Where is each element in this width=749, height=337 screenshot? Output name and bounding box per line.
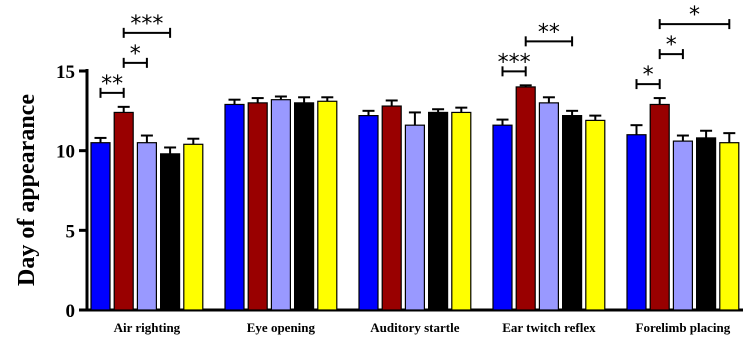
bar bbox=[90, 142, 111, 311]
category-label: Auditory startle bbox=[370, 320, 459, 335]
bar bbox=[183, 143, 204, 311]
bar bbox=[136, 142, 157, 311]
significance-label: ** bbox=[538, 20, 560, 45]
y-axis-title: Day of appearance bbox=[14, 94, 40, 286]
bar bbox=[358, 115, 379, 311]
significance-label: * bbox=[666, 33, 677, 58]
bar bbox=[672, 140, 694, 311]
bar bbox=[294, 102, 315, 311]
significance-label: ** bbox=[101, 72, 123, 97]
bar bbox=[381, 105, 402, 311]
y-tick-label: 10 bbox=[56, 142, 75, 163]
category-label: Air righting bbox=[114, 320, 181, 335]
bar bbox=[695, 137, 717, 311]
bar bbox=[585, 119, 606, 311]
bar bbox=[404, 124, 425, 311]
significance-layer: ************** bbox=[99, 3, 731, 98]
bar bbox=[561, 115, 583, 311]
bar bbox=[515, 86, 536, 311]
y-tick-label: 15 bbox=[56, 62, 75, 83]
bar bbox=[270, 99, 291, 311]
bar bbox=[451, 111, 472, 311]
category-label: Forelimb placing bbox=[636, 320, 731, 335]
bar bbox=[649, 103, 670, 311]
bar bbox=[428, 111, 449, 311]
y-tick-label: 5 bbox=[66, 221, 76, 242]
bar bbox=[626, 134, 647, 311]
significance-label: *** bbox=[498, 50, 531, 75]
bar bbox=[247, 102, 268, 311]
significance-label: * bbox=[643, 63, 654, 88]
bar bbox=[492, 124, 513, 311]
y-tick-label: 0 bbox=[66, 301, 76, 322]
significance-label: *** bbox=[130, 12, 163, 37]
bar bbox=[160, 153, 181, 311]
bar bbox=[113, 111, 134, 311]
labels-layer: 0 5 10 15 Air righting Eye opening Auditory st… bbox=[56, 62, 731, 335]
bar bbox=[317, 100, 338, 311]
bar bbox=[224, 103, 245, 311]
category-label: Eye opening bbox=[247, 320, 316, 335]
significance-label: * bbox=[689, 3, 700, 28]
bars-layer bbox=[90, 84, 740, 311]
category-label: Ear twitch reflex bbox=[502, 320, 596, 335]
bar bbox=[719, 142, 740, 311]
significance-label: * bbox=[130, 42, 141, 67]
bar bbox=[538, 102, 560, 311]
